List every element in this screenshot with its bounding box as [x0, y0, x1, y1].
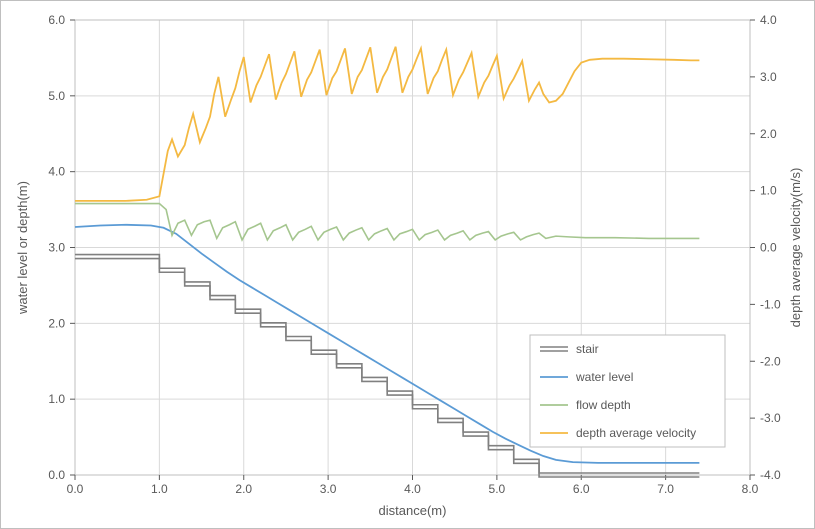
x-tick-label: 2.0 — [235, 482, 252, 496]
x-tick-label: 7.0 — [657, 482, 674, 496]
x-tick-label: 8.0 — [742, 482, 759, 496]
y-right-tick-label: 2.0 — [760, 127, 777, 141]
y-left-tick-label: 3.0 — [48, 241, 65, 255]
y-right-tick-label: 0.0 — [760, 241, 777, 255]
chart-container: 0.0 1.0 2.0 3.0 4.0 5.0 6.0 7.0 8.0 0.0 1.0 2.0 3.0 4… — [0, 0, 815, 529]
legend-label: flow depth — [576, 398, 631, 412]
y-right-tick-label: 1.0 — [760, 184, 777, 198]
y-left-tick-label: 5.0 — [48, 89, 65, 103]
series-flow-depth — [75, 204, 699, 240]
x-tick-label: 4.0 — [404, 482, 421, 496]
x-axis-label: distance(m) — [379, 503, 447, 518]
y-right-tick-label: -3.0 — [760, 411, 781, 425]
x-tick-label: 3.0 — [320, 482, 337, 496]
y-right-axis-label: depth average velocity(m/s) — [788, 168, 803, 328]
x-tick-label: 5.0 — [489, 482, 506, 496]
series-velocity — [75, 47, 699, 201]
y-right-tick-label: -1.0 — [760, 297, 781, 311]
y-left-tick-label: 0.0 — [48, 468, 65, 482]
line-chart: 0.0 1.0 2.0 3.0 4.0 5.0 6.0 7.0 8.0 0.0 1.0 2.0 3.0 4… — [0, 0, 815, 529]
x-tick-label: 1.0 — [151, 482, 168, 496]
x-tick-label: 6.0 — [573, 482, 590, 496]
y-left-axis-label: water level or depth(m) — [15, 181, 30, 315]
y-left-tick-label: 4.0 — [48, 165, 65, 179]
x-tick-label: 0.0 — [67, 482, 84, 496]
legend-label: stair — [576, 342, 599, 356]
y-left-tick-label: 1.0 — [48, 392, 65, 406]
legend-label: water level — [575, 370, 633, 384]
legend-label: depth average velocity — [576, 426, 696, 440]
y-right-tick-label: 4.0 — [760, 13, 777, 27]
y-right-tick-label: -4.0 — [760, 468, 781, 482]
y-right-tick-label: -2.0 — [760, 354, 781, 368]
y-left-tick-label: 2.0 — [48, 316, 65, 330]
y-left-tick-label: 6.0 — [48, 13, 65, 27]
y-right-tick-label: 3.0 — [760, 70, 777, 84]
